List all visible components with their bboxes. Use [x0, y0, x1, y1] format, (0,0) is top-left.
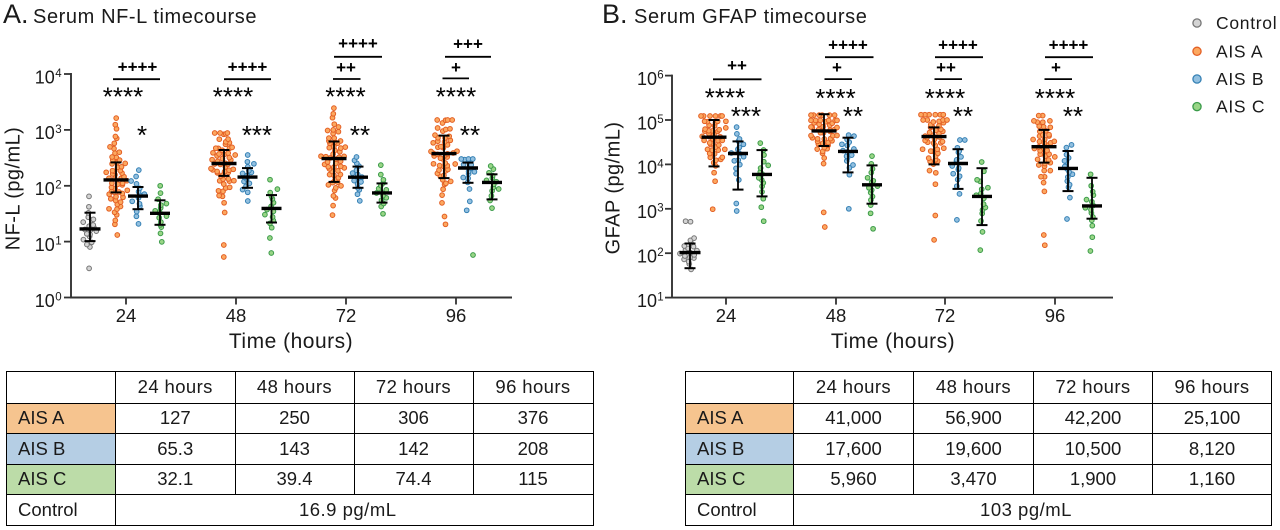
svg-text:****: ****	[103, 82, 143, 112]
svg-text:GFAP (pg/mL): GFAP (pg/mL)	[603, 122, 625, 255]
svg-text:++++: ++++	[118, 58, 158, 77]
svg-text:24: 24	[716, 305, 737, 326]
svg-text:++++: ++++	[828, 35, 868, 54]
svg-text:4: 4	[55, 68, 62, 80]
svg-text:3: 3	[55, 124, 61, 136]
svg-text:10: 10	[35, 235, 55, 255]
svg-text:AIS C: AIS C	[1216, 97, 1265, 117]
svg-text:10: 10	[35, 179, 55, 199]
svg-text:48: 48	[226, 305, 247, 326]
svg-text:****: ****	[325, 82, 365, 112]
svg-text:****: ****	[436, 82, 476, 112]
svg-text:48: 48	[826, 305, 847, 326]
svg-text:10: 10	[35, 123, 55, 143]
svg-text:AIS B: AIS B	[1216, 69, 1264, 89]
svg-text:+: +	[832, 58, 842, 77]
svg-text:2: 2	[657, 247, 663, 259]
svg-text:***: ***	[731, 101, 761, 131]
svg-text:10: 10	[637, 291, 657, 311]
svg-text:++++: ++++	[228, 58, 268, 77]
svg-text:Control: Control	[1216, 13, 1277, 33]
svg-text:**: **	[953, 101, 973, 131]
svg-text:+: +	[1051, 58, 1061, 77]
svg-text:****: ****	[1035, 83, 1075, 113]
svg-text:1: 1	[55, 236, 61, 248]
svg-text:72: 72	[336, 305, 357, 326]
svg-text:10: 10	[637, 113, 657, 133]
svg-text:A.: A.	[3, 0, 29, 29]
svg-text:+++: +++	[453, 35, 483, 54]
svg-text:Serum GFAP timecourse: Serum GFAP timecourse	[634, 6, 867, 28]
svg-text:++++: ++++	[338, 34, 378, 53]
svg-text:**: **	[460, 120, 480, 150]
svg-text:***: ***	[242, 120, 272, 150]
svg-text:++++: ++++	[1049, 35, 1089, 54]
svg-text:5: 5	[657, 114, 663, 126]
svg-text:****: ****	[925, 83, 965, 113]
svg-text:10: 10	[637, 69, 657, 89]
svg-text:AIS A: AIS A	[1216, 41, 1263, 61]
svg-text:++: ++	[936, 58, 956, 77]
svg-text:++++: ++++	[938, 35, 978, 54]
svg-text:0: 0	[55, 291, 61, 303]
svg-text:6: 6	[657, 70, 663, 82]
svg-text:10: 10	[637, 158, 657, 178]
svg-text:4: 4	[657, 158, 664, 170]
svg-text:72: 72	[935, 305, 956, 326]
svg-text:96: 96	[446, 305, 467, 326]
svg-text:3: 3	[657, 203, 663, 215]
svg-text:**: **	[350, 120, 370, 150]
svg-text:**: **	[1063, 101, 1083, 131]
svg-text:Time (hours): Time (hours)	[229, 330, 353, 353]
svg-text:10: 10	[35, 67, 55, 87]
svg-text:Serum NF-L timecourse: Serum NF-L timecourse	[33, 6, 257, 28]
svg-text:1: 1	[657, 292, 663, 304]
svg-text:NF-L (pg/mL): NF-L (pg/mL)	[3, 127, 25, 251]
svg-text:****: ****	[705, 82, 745, 112]
svg-text:**: **	[843, 101, 863, 131]
svg-text:10: 10	[637, 202, 657, 222]
svg-text:*: *	[137, 120, 147, 150]
svg-text:96: 96	[1045, 305, 1066, 326]
svg-text:++: ++	[336, 58, 356, 77]
svg-text:B.: B.	[602, 0, 628, 29]
svg-text:2: 2	[55, 180, 61, 192]
svg-text:24: 24	[116, 305, 137, 326]
svg-text:++: ++	[727, 56, 747, 75]
svg-text:Time (hours): Time (hours)	[831, 330, 955, 353]
svg-text:+: +	[451, 58, 461, 77]
svg-text:****: ****	[213, 82, 253, 112]
svg-text:****: ****	[815, 83, 855, 113]
svg-text:10: 10	[35, 291, 55, 311]
svg-text:10: 10	[637, 247, 657, 267]
